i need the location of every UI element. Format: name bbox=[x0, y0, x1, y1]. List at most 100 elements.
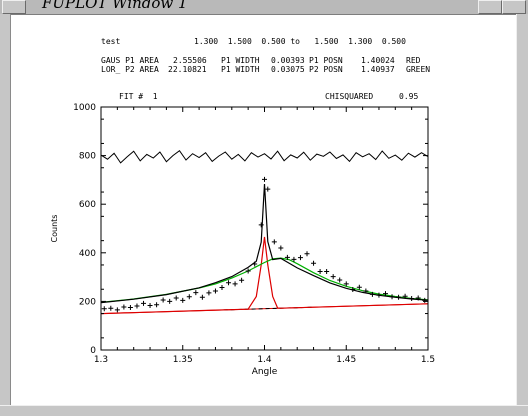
x-tick-label: 1.35 bbox=[173, 355, 193, 365]
data-point bbox=[186, 294, 192, 300]
data-point bbox=[245, 268, 251, 274]
data-point bbox=[252, 261, 258, 267]
plot-axes: 1.3 1.35 1.4 1.45 1.5 0 200 400 600 800 1000 Angle C… bbox=[50, 103, 435, 377]
data-point bbox=[167, 298, 173, 304]
header-range-values: 1.300 1.500 0.500 to 1.500 1.300 0.500 bbox=[194, 37, 406, 46]
gaus-area-value: 2.55506 bbox=[173, 56, 207, 65]
lor-posn-label: P2 POSN bbox=[309, 65, 343, 74]
data-point bbox=[114, 307, 120, 313]
chart-plot: 1.3 1.35 1.4 1.45 1.5 0 200 400 600 800 1000 Angle C… bbox=[50, 103, 435, 377]
data-point bbox=[297, 255, 303, 261]
data-point bbox=[134, 303, 140, 309]
gaus-posn-label: P1 POSN bbox=[309, 56, 343, 65]
data-point bbox=[147, 303, 153, 309]
data-point bbox=[265, 186, 271, 192]
data-point bbox=[317, 269, 323, 275]
data-point bbox=[363, 288, 369, 294]
y-tick-label: 200 bbox=[79, 297, 96, 307]
lor-area-value: 22.10821 bbox=[168, 65, 207, 74]
data-point bbox=[369, 291, 375, 297]
fit-number-label: FIT # 1 bbox=[119, 92, 158, 101]
data-point bbox=[337, 277, 343, 283]
lor-width-value: 0.03075 bbox=[271, 65, 305, 74]
lor-width-label: P1 WIDTH bbox=[221, 65, 260, 74]
data-point bbox=[212, 288, 218, 294]
total-fit-line bbox=[100, 183, 429, 304]
gaus-width-label: P1 WIDTH bbox=[221, 56, 260, 65]
y-tick-label: 600 bbox=[79, 200, 96, 210]
data-point bbox=[258, 222, 264, 228]
data-point bbox=[271, 239, 277, 245]
window-frame-bottom[interactable] bbox=[0, 405, 528, 416]
window-frame-right[interactable] bbox=[516, 14, 528, 406]
x-tick-label: 1.3 bbox=[94, 355, 108, 365]
data-point bbox=[356, 284, 362, 290]
data-point bbox=[324, 269, 330, 275]
gaus-width-value: 0.00393 bbox=[271, 56, 305, 65]
title-bar[interactable]: FUPLOT Window 1 bbox=[0, 0, 528, 15]
data-point bbox=[160, 297, 166, 303]
data-point bbox=[127, 304, 133, 310]
data-point bbox=[108, 305, 114, 311]
window-title: FUPLOT Window 1 bbox=[42, 0, 188, 12]
plot-canvas: test 1.300 1.500 0.500 to 1.500 1.300 0.… bbox=[11, 15, 516, 405]
data-point bbox=[382, 291, 388, 297]
data-point bbox=[226, 280, 232, 286]
data-point bbox=[284, 254, 290, 260]
data-point bbox=[304, 251, 310, 257]
window-menu-button[interactable] bbox=[2, 0, 26, 14]
plot-frame bbox=[100, 106, 429, 351]
gaus-posn-value: 1.40024 bbox=[361, 56, 395, 65]
data-point bbox=[343, 281, 349, 287]
y-tick-label: 1000 bbox=[73, 103, 96, 113]
data-point bbox=[402, 293, 408, 299]
lor-color-label: GREEN bbox=[406, 65, 431, 74]
lor-posn-value: 1.40937 bbox=[361, 65, 395, 74]
data-point bbox=[206, 290, 212, 296]
data-point bbox=[376, 292, 382, 298]
data-point bbox=[330, 274, 336, 280]
data-point bbox=[262, 176, 267, 182]
window-frame-left[interactable] bbox=[0, 14, 11, 406]
x-tick-label: 1.5 bbox=[421, 355, 435, 365]
y-tick-label: 0 bbox=[90, 346, 96, 356]
residual-line bbox=[100, 149, 429, 164]
data-point bbox=[389, 294, 395, 300]
data-point bbox=[409, 295, 415, 301]
chisquared-label: CHISQUARED bbox=[325, 92, 374, 101]
data-point bbox=[219, 285, 225, 291]
data-point bbox=[396, 294, 402, 300]
data-point bbox=[101, 306, 107, 312]
data-point bbox=[311, 260, 317, 266]
residual-series bbox=[100, 149, 429, 164]
data-point bbox=[422, 297, 428, 303]
gaus-color-label: RED bbox=[406, 56, 421, 65]
y-tick-label: 800 bbox=[79, 152, 96, 162]
data-point bbox=[278, 245, 284, 251]
x-axis-label: Angle bbox=[252, 367, 278, 377]
data-point bbox=[232, 281, 238, 287]
data-point bbox=[173, 295, 179, 301]
y-axis-label: Counts bbox=[50, 215, 59, 243]
y-tick-label: 400 bbox=[79, 249, 96, 259]
data-point bbox=[141, 300, 147, 306]
data-point bbox=[154, 302, 160, 308]
chisquared-value: 0.95 bbox=[399, 92, 419, 101]
data-point bbox=[291, 256, 297, 262]
data-point bbox=[239, 277, 245, 283]
minimize-button[interactable] bbox=[478, 0, 502, 14]
gaussian-series bbox=[100, 236, 429, 315]
gaussian-peak-line bbox=[100, 236, 429, 315]
header-dataset-name: test bbox=[101, 37, 121, 46]
data-point bbox=[121, 304, 127, 310]
x-tick-label: 1.4 bbox=[257, 355, 272, 365]
data-point bbox=[415, 295, 421, 301]
lor-area-label: LOR_ P2 AREA bbox=[101, 65, 159, 74]
data-point bbox=[199, 294, 205, 300]
data-point bbox=[193, 290, 199, 296]
data-point bbox=[350, 286, 356, 292]
maximize-button[interactable] bbox=[502, 0, 526, 14]
gaus-area-label: GAUS P1 AREA bbox=[101, 56, 159, 65]
data-points-series bbox=[101, 176, 428, 313]
